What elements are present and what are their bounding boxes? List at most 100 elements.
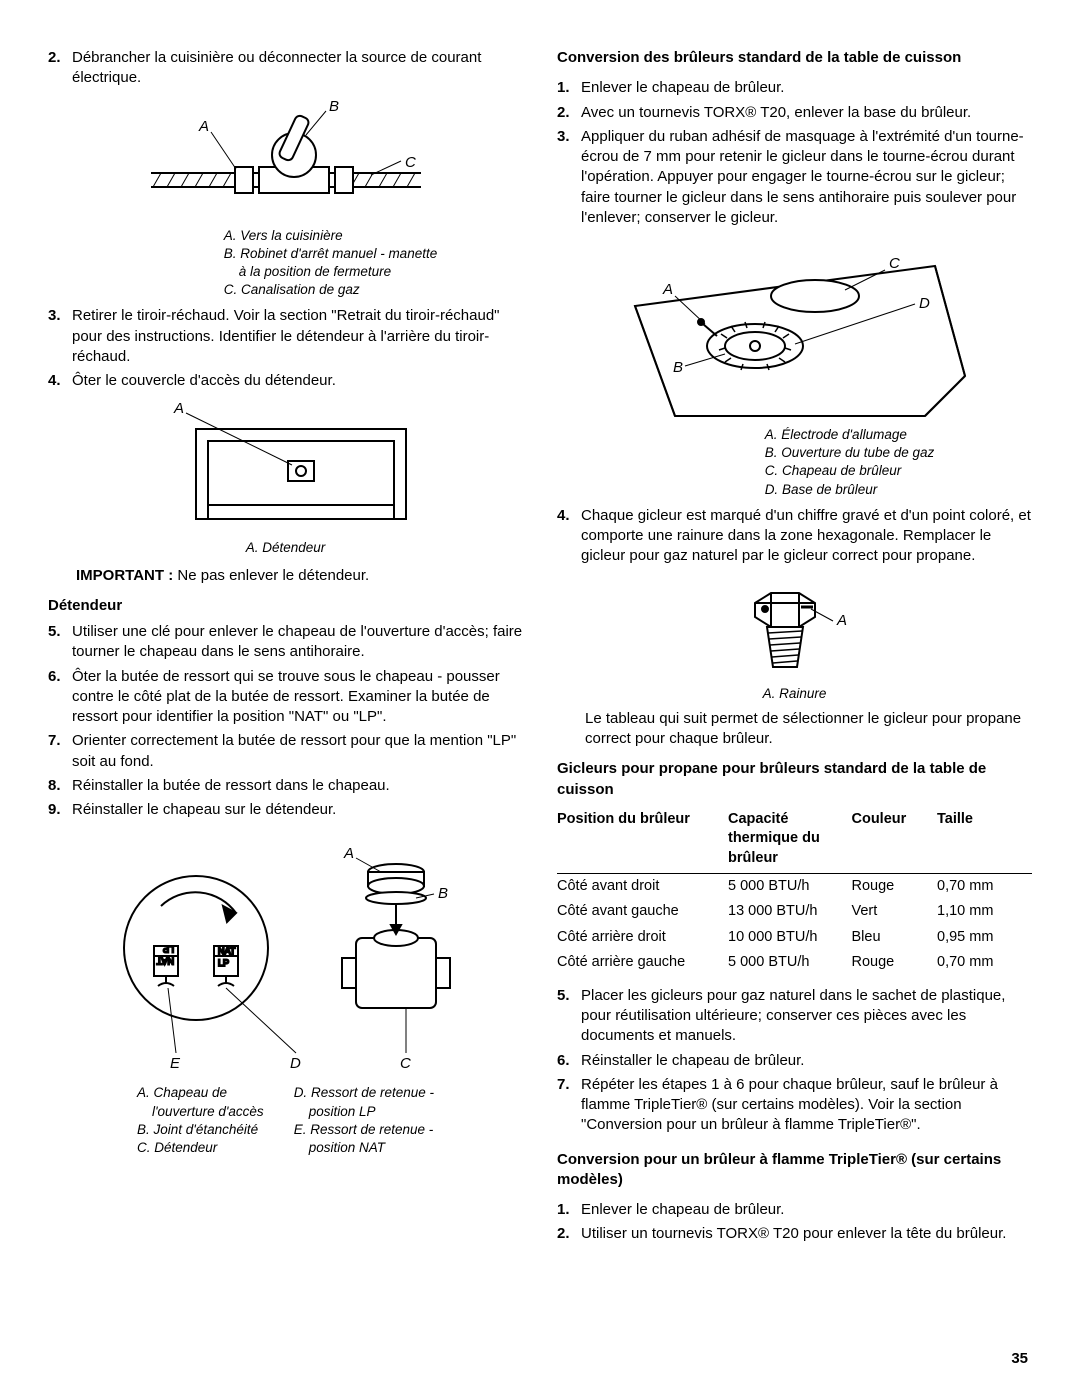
caption-line: l'ouverture d'accès	[137, 1103, 264, 1121]
step-text: Réinstaller le chapeau sur le détendeur.	[72, 800, 523, 820]
fig3-label-E: E	[170, 1055, 181, 1072]
table-header-row: Position du brûleur Capacité thermique d…	[557, 806, 1032, 873]
right-list-conversion: 1. Enlever le chapeau de brûleur. 2. Ave…	[557, 78, 1032, 228]
step-num: 2.	[48, 48, 72, 89]
step-num: 2.	[557, 1224, 581, 1244]
caption-line: A. Électrode d'allumage	[765, 426, 935, 444]
step-text: Ôter le couvercle d'accès du détendeur.	[72, 371, 523, 391]
table-row: Côté avant gauche 13 000 BTU/h Vert 1,10…	[557, 899, 1032, 925]
step-num: 2.	[557, 103, 581, 123]
caption-line: C. Chapeau de brûleur	[765, 462, 935, 480]
list-item: 6. Ôter la butée de ressort qui se trouv…	[48, 667, 523, 728]
td: 5 000 BTU/h	[728, 873, 852, 899]
step-text: Chaque gicleur est marqué d'un chiffre g…	[581, 506, 1032, 567]
step-num: 7.	[48, 731, 72, 772]
caption-line: position LP	[294, 1103, 434, 1121]
step-text: Ôter la butée de ressort qui se trouve s…	[72, 667, 523, 728]
caption-line: à la position de fermeture	[224, 263, 437, 281]
table-heading: Gicleurs pour propane pour brûleurs stan…	[557, 759, 1032, 800]
list-item: 5. Placer les gicleurs pour gaz naturel …	[557, 986, 1032, 1047]
important-label: IMPORTANT :	[76, 567, 173, 584]
step-text: Débrancher la cuisinière ou déconnecter …	[72, 48, 523, 89]
right-list-s4: 4. Chaque gicleur est marqué d'un chiffr…	[557, 506, 1032, 567]
important-text: Ne pas enlever le détendeur.	[173, 567, 369, 584]
fig3-label-B: B	[438, 885, 448, 902]
caption-line: C. Canalisation de gaz	[224, 281, 437, 299]
list-item: 4. Ôter le couvercle d'accès du détendeu…	[48, 371, 523, 391]
fig4-label-A: A	[662, 281, 673, 298]
td: Côté arrière gauche	[557, 950, 728, 976]
step-text: Utiliser un tournevis TORX® T20 pour enl…	[581, 1224, 1032, 1244]
caption-line: C. Détendeur	[137, 1139, 264, 1157]
fig5-label-A: A	[836, 612, 847, 629]
fig4-label-D: D	[919, 295, 930, 312]
left-list-detendeur: 5. Utiliser une clé pour enlever le chap…	[48, 622, 523, 820]
drawer-diagram: A	[136, 399, 436, 539]
list-item: 2. Débrancher la cuisinière ou déconnect…	[48, 48, 523, 89]
caption-line: D. Base de brûleur	[765, 481, 935, 499]
figure-orifice: A A. Rainure	[557, 575, 1032, 703]
fig1-label-B: B	[329, 98, 339, 115]
list-item: 2. Utiliser un tournevis TORX® T20 pour …	[557, 1224, 1032, 1244]
list-item: 7. Répéter les étapes 1 à 6 pour chaque …	[557, 1075, 1032, 1136]
th-capacity: Capacité thermique du brûleur	[728, 806, 852, 873]
fig4-label-B: B	[673, 359, 683, 376]
list-item: 3. Retirer le tiroir-réchaud. Voir la se…	[48, 306, 523, 367]
page-columns: 2. Débrancher la cuisinière ou déconnect…	[48, 48, 1032, 1249]
regulator-diagram: LP NAT NAT LP	[96, 828, 476, 1078]
step-num: 9.	[48, 800, 72, 820]
step-num: 3.	[48, 306, 72, 367]
list-item: 2. Avec un tournevis TORX® T20, enlever …	[557, 103, 1032, 123]
step-num: 6.	[557, 1051, 581, 1071]
fig3-label-A: A	[343, 845, 354, 862]
fig1-caption: A. Vers la cuisinière B. Robinet d'arrêt…	[224, 227, 437, 300]
td: Côté arrière droit	[557, 925, 728, 951]
burner-diagram: A B C D	[615, 236, 975, 426]
caption-line: B. Ouverture du tube de gaz	[765, 444, 935, 462]
left-list-top: 2. Débrancher la cuisinière ou déconnect…	[48, 48, 523, 89]
figure-burner-top: A B C D A. Électrode d'allumage B. Ouver…	[557, 236, 1032, 500]
td: Vert	[852, 899, 938, 925]
important-note: IMPORTANT : Ne pas enlever le détendeur.	[76, 566, 523, 586]
step-num: 6.	[48, 667, 72, 728]
table-row: Côté avant droit 5 000 BTU/h Rouge 0,70 …	[557, 873, 1032, 899]
step-num: 4.	[557, 506, 581, 567]
table-intro: Le tableau qui suit permet de sélectionn…	[585, 709, 1032, 750]
page-number: 35	[1011, 1349, 1028, 1369]
figure-valve: A B C A. Vers la cuisinière B. Robinet d…	[48, 97, 523, 301]
step-text: Appliquer du ruban adhésif de masquage à…	[581, 127, 1032, 228]
orifice-table-el: Position du brûleur Capacité thermique d…	[557, 806, 1032, 976]
td: 13 000 BTU/h	[728, 899, 852, 925]
list-item: 1. Enlever le chapeau de brûleur.	[557, 78, 1032, 98]
td: 0,95 mm	[937, 925, 1032, 951]
right-list-tripletier: 1. Enlever le chapeau de brûleur. 2. Uti…	[557, 1200, 1032, 1245]
list-item: 6. Réinstaller le chapeau de brûleur.	[557, 1051, 1032, 1071]
orifice-table: Position du brûleur Capacité thermique d…	[557, 806, 1032, 976]
th-color: Couleur	[852, 806, 938, 873]
td: Côté avant droit	[557, 873, 728, 899]
caption-line: B. Robinet d'arrêt manuel - manette	[224, 245, 437, 263]
list-item: 9. Réinstaller le chapeau sur le détende…	[48, 800, 523, 820]
td: 5 000 BTU/h	[728, 950, 852, 976]
step-text: Retirer le tiroir-réchaud. Voir la secti…	[72, 306, 523, 367]
th-size: Taille	[937, 806, 1032, 873]
step-text: Réinstaller la butée de ressort dans le …	[72, 776, 523, 796]
left-list-mid: 3. Retirer le tiroir-réchaud. Voir la se…	[48, 306, 523, 391]
step-text: Répéter les étapes 1 à 6 pour chaque brû…	[581, 1075, 1032, 1136]
caption-line: position NAT	[294, 1139, 434, 1157]
list-item: 5. Utiliser une clé pour enlever le chap…	[48, 622, 523, 663]
step-text: Orienter correctement la butée de ressor…	[72, 731, 523, 772]
list-item: 8. Réinstaller la butée de ressort dans …	[48, 776, 523, 796]
fig2-caption: A. Détendeur	[48, 539, 523, 557]
step-num: 1.	[557, 78, 581, 98]
table-row: Côté arrière gauche 5 000 BTU/h Rouge 0,…	[557, 950, 1032, 976]
step-num: 4.	[48, 371, 72, 391]
step-num: 3.	[557, 127, 581, 228]
svg-text:NAT: NAT	[156, 956, 174, 966]
table-body: Côté avant droit 5 000 BTU/h Rouge 0,70 …	[557, 873, 1032, 976]
svg-text:LP: LP	[218, 958, 229, 968]
caption-line: E. Ressort de retenue -	[294, 1121, 434, 1139]
caption-line: A. Vers la cuisinière	[224, 227, 437, 245]
step-num: 7.	[557, 1075, 581, 1136]
section-heading-conversion: Conversion des brûleurs standard de la t…	[557, 48, 1032, 68]
